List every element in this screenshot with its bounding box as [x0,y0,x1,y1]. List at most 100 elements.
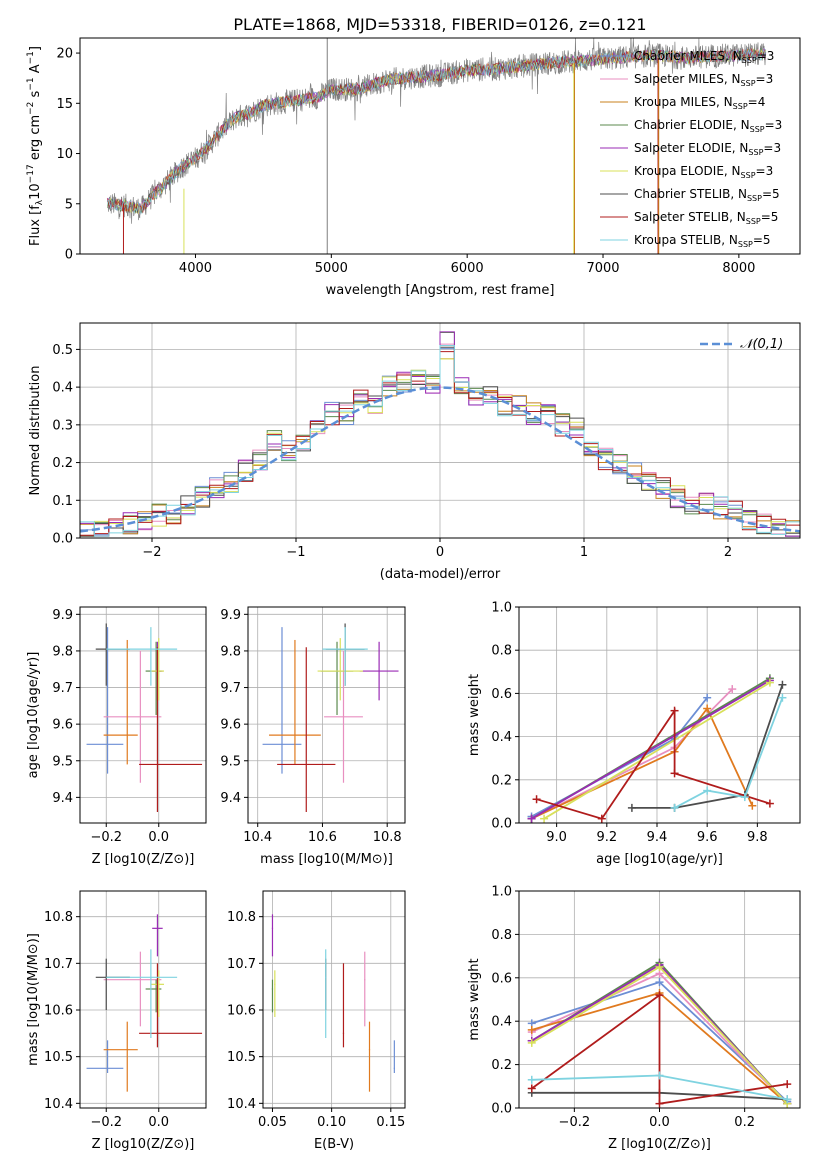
histogram-step [80,345,800,537]
age-vs-mass-panel: 10.4 10.6 10.8 9.4 9.5 9.6 9.7 9.8 9.9 mass [log1… [220,606,406,867]
y-tick-label: 10.5 [227,1050,256,1065]
y-tick-label: 9.4 [220,791,241,806]
x-tick-label: −0.2 [90,830,122,845]
y-tick-label: 0.0 [52,532,73,547]
y-tick-label: 0.5 [52,343,73,358]
y-tick-label: 0.1 [52,494,73,509]
y-tick-label: 5 [65,197,73,212]
y-axis-label: mass [log10(M/M⊙)] [26,933,41,1066]
y-tick-label: 1.0 [491,601,512,616]
x-tick-label: 1 [580,545,588,560]
axes-frame [247,606,406,824]
x-tick-label: 2 [724,545,732,560]
legend-entry: Salpeter STELIB, NSSP=5 [634,210,778,226]
mass-vs-Z-panel: −0.2 0.0 10.4 10.5 10.6 10.7 10.8 Z [log10(Z/Z⊙… [26,890,207,1152]
x-tick-label: −2 [142,545,161,560]
data-series-line [106,38,767,224]
x-tick-label: 0.05 [258,1115,287,1130]
y-tick-label: 0.2 [491,773,512,788]
weight-line [674,697,784,809]
y-tick-label: 9.8 [220,644,241,659]
y-tick-label: 9.5 [52,754,73,769]
y-tick-label: 10.8 [44,910,73,925]
x-axis-label: (data-model)/error [380,567,501,582]
x-tick-label: −1 [286,545,305,560]
x-tick-label: 4000 [179,261,212,276]
legend-entry: Chabrier MILES, NSSP=3 [634,49,774,65]
x-tick-label: 8000 [722,261,755,276]
y-tick-label: 20 [56,47,73,62]
legend-entry: 𝒩(0,1) [740,337,783,352]
mass-vs-EBV-panel: 0.05 0.10 0.15 10.4 10.5 10.6 10.7 10.8 E(B-V) [227,890,406,1152]
y-tick-label: 10.8 [227,910,256,925]
y-tick-label: 10.6 [227,1004,256,1019]
weight-vs-age-panel: 9.0 9.2 9.4 9.6 9.8 0.0 0.2 0.4 0.6 0.8 1.0 age [lo… [467,601,801,867]
y-tick-label: 9.7 [52,681,73,696]
x-tick-label: 9.2 [596,830,617,845]
y-tick-label: 0.0 [491,817,512,832]
y-tick-label: 0.0 [491,1102,512,1117]
y-tick-label: 9.6 [220,718,241,733]
y-tick-label: 10.4 [44,1097,73,1112]
x-tick-label: 10.8 [373,830,402,845]
y-tick-label: 9.9 [220,608,241,623]
axes-frame [262,890,406,1109]
y-axis-label: mass weight [467,958,482,1040]
x-tick-label: 5000 [315,261,348,276]
y-tick-label: 0.6 [491,971,512,986]
weight-line [543,681,771,820]
y-tick-label: 0.3 [52,418,73,433]
spectrum-lines [106,38,767,254]
x-tick-label: −0.2 [559,1115,591,1130]
spectrum-panel: 4000 5000 6000 7000 8000 0 5 10 15 20 wavelength [… [26,37,801,298]
y-axis-label: mass weight [467,674,482,756]
x-tick-label: 10.6 [308,830,337,845]
x-axis-label: Z [log10(Z/Z⊙)] [608,1137,711,1152]
y-tick-label: 0.6 [491,687,512,702]
age-vs-Z-panel: −0.2 0.0 9.4 9.5 9.6 9.7 9.8 9.9 Z [log10(Z/Z⊙)]… [26,606,207,867]
x-tick-label: 9.6 [697,830,718,845]
weight-line [631,684,784,809]
x-tick-label: 0.0 [148,1115,169,1130]
y-tick-label: 10.4 [227,1097,256,1112]
histograms [80,331,800,537]
weight-line [531,993,788,1105]
legend-entry: Salpeter ELODIE, NSSP=3 [634,141,781,157]
y-tick-label: 0.8 [491,928,512,943]
x-tick-label: 10.4 [243,830,272,845]
y-tick-label: 0.4 [52,381,73,396]
y-tick-label: 9.8 [52,644,73,659]
x-axis-label: Z [log10(Z/Z⊙)] [92,852,195,867]
x-axis-label: wavelength [Angstrom, rest frame] [326,283,555,298]
axes-frame [79,37,801,255]
x-tick-label: 0.2 [734,1115,755,1130]
y-tick-label: 9.7 [220,681,241,696]
y-tick-label: 0.4 [491,1015,512,1030]
x-tick-label: 0.0 [649,1115,670,1130]
y-tick-label: 15 [56,97,73,112]
y-tick-label: 9.4 [52,791,73,806]
legend-entry: Salpeter MILES, NSSP=3 [634,72,773,88]
x-axis-label: E(B-V) [314,1137,354,1152]
figure-title: PLATE=1868, MJD=53318, FIBERID=0126, z=0… [233,15,646,34]
residuals-panel: −2 −1 0 1 2 0.0 0.1 0.2 0.3 0.4 0.5 (data-model)/er… [28,322,801,582]
axes-frame [518,606,801,824]
y-tick-label: 0.2 [52,456,73,471]
x-tick-label: 9.4 [647,830,668,845]
y-tick-label: 9.5 [220,754,241,769]
gaussian-curve [80,386,800,533]
y-tick-label: 9.9 [52,608,73,623]
x-tick-label: −0.2 [90,1115,122,1130]
x-tick-label: 7000 [586,261,619,276]
weight-vs-Z-panel: −0.2 0.0 0.2 0.0 0.2 0.4 0.6 0.8 1.0 Z [log10(Z/Z… [467,885,801,1152]
legend-entry: Chabrier STELIB, NSSP=5 [634,187,780,203]
y-tick-label: 10 [56,147,73,162]
y-tick-label: 9.6 [52,718,73,733]
y-tick-label: 0.2 [491,1058,512,1073]
x-axis-label: Z [log10(Z/Z⊙)] [92,1137,195,1152]
axes-frame [79,606,207,824]
x-tick-label: 9.8 [747,830,768,845]
legend-entry: Kroupa ELODIE, NSSP=3 [634,164,773,180]
x-tick-label: 0.10 [317,1115,346,1130]
